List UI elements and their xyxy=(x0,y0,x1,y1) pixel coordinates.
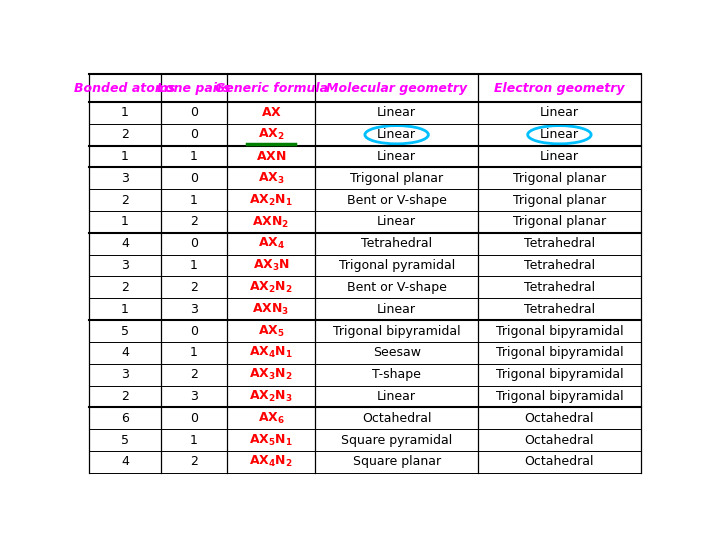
Text: 5: 5 xyxy=(121,324,129,338)
Text: Bent or V-shape: Bent or V-shape xyxy=(347,281,446,294)
Text: Trigonal planar: Trigonal planar xyxy=(513,194,606,207)
Text: 6: 6 xyxy=(121,412,129,425)
Text: Electron geometry: Electron geometry xyxy=(494,82,624,95)
Text: $\mathbf{AX_{4}N_{1}}$: $\mathbf{AX_{4}N_{1}}$ xyxy=(249,345,293,360)
Text: Trigonal bipyramidal: Trigonal bipyramidal xyxy=(496,368,623,381)
Text: 1: 1 xyxy=(121,150,129,163)
Text: $\mathbf{AX_{2}N_{1}}$: $\mathbf{AX_{2}N_{1}}$ xyxy=(249,192,293,208)
Text: 4: 4 xyxy=(121,455,129,469)
Text: $\mathbf{AX_{4}N_{2}}$: $\mathbf{AX_{4}N_{2}}$ xyxy=(249,454,293,469)
Text: Linear: Linear xyxy=(377,216,416,228)
Text: Tetrahedral: Tetrahedral xyxy=(524,259,595,272)
Text: 2: 2 xyxy=(121,194,129,207)
Text: Seesaw: Seesaw xyxy=(372,346,421,359)
Text: 3: 3 xyxy=(121,368,129,381)
Text: Linear: Linear xyxy=(540,150,579,163)
Text: 1: 1 xyxy=(190,346,198,359)
Text: $\mathbf{AX_{4}}$: $\mathbf{AX_{4}}$ xyxy=(258,236,285,251)
Text: $\mathbf{AX}$: $\mathbf{AX}$ xyxy=(261,106,282,119)
Text: Trigonal planar: Trigonal planar xyxy=(350,172,443,185)
Text: 0: 0 xyxy=(190,324,198,338)
Text: $\mathbf{AXN_{2}}$: $\mathbf{AXN_{2}}$ xyxy=(253,214,290,229)
Text: $\mathbf{AX_{2}N_{3}}$: $\mathbf{AX_{2}N_{3}}$ xyxy=(249,389,293,404)
Text: 2: 2 xyxy=(190,216,198,228)
Text: 1: 1 xyxy=(121,216,129,228)
Text: 2: 2 xyxy=(190,455,198,469)
Text: 2: 2 xyxy=(121,281,129,294)
Text: Linear: Linear xyxy=(377,390,416,403)
Text: Bonded atoms: Bonded atoms xyxy=(74,82,176,95)
Text: Trigonal bipyramidal: Trigonal bipyramidal xyxy=(496,390,623,403)
Text: 2: 2 xyxy=(121,128,129,141)
Text: Octahedral: Octahedral xyxy=(525,412,594,425)
Text: Trigonal bipyramidal: Trigonal bipyramidal xyxy=(333,324,461,338)
Text: 1: 1 xyxy=(190,259,198,272)
Text: 0: 0 xyxy=(190,128,198,141)
Text: $\mathbf{AX_{5}}$: $\mathbf{AX_{5}}$ xyxy=(258,323,285,339)
Text: $\mathbf{AX_{2}}$: $\mathbf{AX_{2}}$ xyxy=(258,127,285,142)
Text: Linear: Linear xyxy=(540,106,579,119)
Text: 0: 0 xyxy=(190,106,198,119)
Text: Linear: Linear xyxy=(377,150,416,163)
Text: Trigonal planar: Trigonal planar xyxy=(513,172,606,185)
Text: 1: 1 xyxy=(190,433,198,447)
Text: 5: 5 xyxy=(121,433,129,447)
Text: Generic formula: Generic formula xyxy=(214,82,328,95)
Text: $\mathbf{AX_{5}N_{1}}$: $\mathbf{AX_{5}N_{1}}$ xyxy=(249,432,293,448)
Text: Bent or V-shape: Bent or V-shape xyxy=(347,194,446,207)
Text: Trigonal bipyramidal: Trigonal bipyramidal xyxy=(496,346,623,359)
Text: Trigonal bipyramidal: Trigonal bipyramidal xyxy=(496,324,623,338)
Text: 1: 1 xyxy=(190,150,198,163)
Text: Linear: Linear xyxy=(540,128,579,141)
Text: 2: 2 xyxy=(190,368,198,381)
Text: 3: 3 xyxy=(121,259,129,272)
Text: 1: 1 xyxy=(121,106,129,119)
Text: 0: 0 xyxy=(190,412,198,425)
Text: Trigonal pyramidal: Trigonal pyramidal xyxy=(338,259,455,272)
Text: 1: 1 xyxy=(121,302,129,316)
Text: Tetrahedral: Tetrahedral xyxy=(524,281,595,294)
Text: Tetrahedral: Tetrahedral xyxy=(524,302,595,316)
Text: $\mathbf{AX_{3}N_{2}}$: $\mathbf{AX_{3}N_{2}}$ xyxy=(249,367,293,382)
Text: Lone pairs: Lone pairs xyxy=(157,82,231,95)
Text: 3: 3 xyxy=(190,302,198,316)
Text: 2: 2 xyxy=(121,390,129,403)
Text: 0: 0 xyxy=(190,237,198,250)
Text: Linear: Linear xyxy=(377,106,416,119)
Text: Linear: Linear xyxy=(377,302,416,316)
Text: Square planar: Square planar xyxy=(352,455,441,469)
Text: 4: 4 xyxy=(121,346,129,359)
Text: Linear: Linear xyxy=(377,128,416,141)
Text: 2: 2 xyxy=(190,281,198,294)
Text: Square pyramidal: Square pyramidal xyxy=(341,433,452,447)
Text: Octahedral: Octahedral xyxy=(362,412,431,425)
Text: T-shape: T-shape xyxy=(372,368,421,381)
Text: Tetrahedral: Tetrahedral xyxy=(524,237,595,250)
Text: Tetrahedral: Tetrahedral xyxy=(361,237,432,250)
Text: 4: 4 xyxy=(121,237,129,250)
Text: Molecular geometry: Molecular geometry xyxy=(326,82,467,95)
Text: Octahedral: Octahedral xyxy=(525,455,594,469)
Text: 0: 0 xyxy=(190,172,198,185)
Text: $\mathbf{AX_{6}}$: $\mathbf{AX_{6}}$ xyxy=(258,411,285,426)
Text: $\mathbf{AXN}$: $\mathbf{AXN}$ xyxy=(256,150,286,163)
Text: Octahedral: Octahedral xyxy=(525,433,594,447)
Text: 3: 3 xyxy=(121,172,129,185)
Text: $\mathbf{AX_{3}N}$: $\mathbf{AX_{3}N}$ xyxy=(253,258,290,273)
Text: $\mathbf{AXN_{3}}$: $\mathbf{AXN_{3}}$ xyxy=(253,301,290,317)
Text: $\mathbf{AX_{2}N_{2}}$: $\mathbf{AX_{2}N_{2}}$ xyxy=(249,280,293,295)
Text: Trigonal planar: Trigonal planar xyxy=(513,216,606,228)
Text: 1: 1 xyxy=(190,194,198,207)
Text: $\mathbf{AX_{3}}$: $\mathbf{AX_{3}}$ xyxy=(258,171,285,186)
Text: 3: 3 xyxy=(190,390,198,403)
